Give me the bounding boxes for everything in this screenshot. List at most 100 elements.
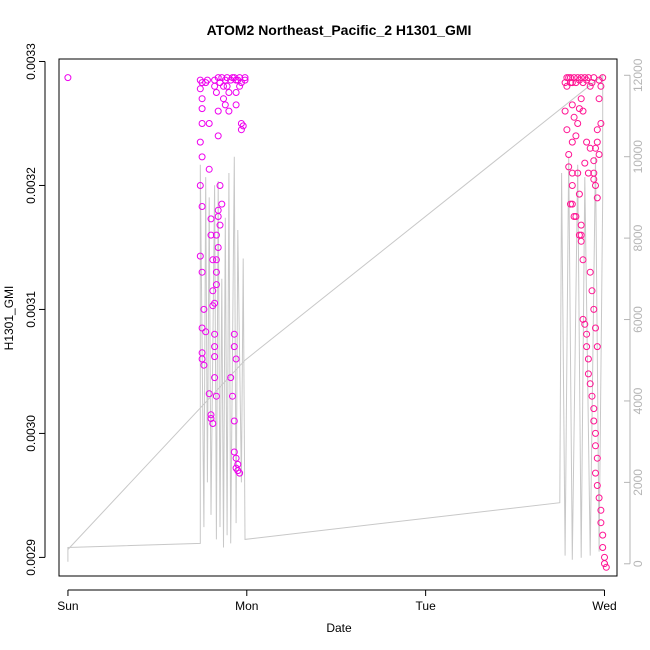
- data-point: [574, 169, 582, 177]
- data-point: [577, 237, 585, 245]
- data-point: [209, 256, 217, 264]
- data-point: [586, 380, 594, 388]
- data-point: [212, 281, 220, 289]
- data-point: [200, 305, 208, 313]
- x-tick-label: Mon: [235, 599, 258, 613]
- data-point: [570, 113, 578, 121]
- data-point: [211, 353, 219, 361]
- y-axis-left: 0.0029 0.0030 0.0031 0.0032 0.0033: [24, 43, 46, 576]
- data-point: [236, 469, 244, 477]
- data-point: [584, 355, 592, 363]
- data-point: [232, 89, 240, 96]
- data-point: [198, 105, 206, 113]
- data-point: [212, 392, 220, 400]
- data-point: [577, 221, 585, 229]
- data-point: [232, 355, 240, 363]
- data-point: [568, 138, 576, 146]
- data-point: [568, 101, 576, 109]
- data-point: [579, 315, 587, 323]
- data-point: [579, 256, 587, 264]
- data-point: [592, 442, 599, 450]
- data-point: [196, 182, 204, 189]
- data-point: [590, 175, 598, 183]
- data-point: [216, 221, 224, 229]
- data-point: [593, 138, 601, 146]
- data-point: [212, 231, 220, 239]
- data-point: [212, 268, 220, 276]
- data-point: [220, 95, 227, 103]
- data-point: [568, 169, 576, 177]
- data-point: [592, 144, 599, 152]
- data-point: [597, 120, 605, 127]
- data-point: [230, 343, 238, 351]
- data-point: [198, 120, 206, 127]
- data-point: [205, 390, 213, 398]
- data-point: [590, 405, 598, 413]
- data-point: [223, 82, 231, 90]
- y-left-tick-label: 0.0029: [24, 539, 38, 576]
- y-right-tick-label: 10000: [631, 140, 645, 174]
- data-point: [586, 144, 594, 152]
- data-point: [196, 138, 204, 146]
- data-point: [200, 361, 208, 369]
- data-point: [565, 163, 573, 171]
- data-point: [572, 213, 580, 220]
- data-point: [583, 138, 591, 146]
- points-series-group: [64, 74, 610, 571]
- data-point: [581, 159, 589, 167]
- data-point: [581, 320, 589, 328]
- data-point: [229, 392, 236, 400]
- data-point: [239, 122, 247, 130]
- data-point: [584, 74, 592, 82]
- data-point: [595, 95, 603, 103]
- data-point: [593, 482, 601, 489]
- y-axis-right: 0 2000 4000 6000 8000 10000 12000: [624, 58, 645, 567]
- plot-frame: [58, 58, 618, 577]
- data-point: [198, 355, 206, 363]
- data-point: [211, 343, 219, 351]
- data-point: [595, 151, 603, 158]
- data-point: [592, 429, 599, 437]
- data-point: [579, 107, 587, 115]
- data-point: [593, 126, 601, 134]
- data-point: [225, 89, 233, 96]
- data-point: [593, 343, 601, 351]
- data-point: [563, 126, 571, 134]
- data-point: [568, 200, 576, 208]
- data-point: [237, 126, 245, 134]
- data-point: [599, 74, 607, 82]
- data-point: [198, 324, 206, 332]
- y-left-tick-label: 0.0033: [24, 43, 38, 80]
- y-right-tick-label: 4000: [631, 387, 645, 414]
- data-point: [595, 494, 603, 502]
- data-point: [561, 107, 569, 115]
- data-point: [221, 101, 229, 109]
- data-point: [563, 82, 571, 90]
- data-point: [574, 120, 582, 127]
- data-point: [592, 469, 599, 477]
- data-point: [212, 89, 220, 96]
- data-point: [601, 560, 608, 568]
- data-point: [236, 82, 244, 90]
- data-point: [593, 454, 601, 462]
- data-point: [593, 194, 601, 202]
- data-point: [196, 252, 204, 260]
- data-point: [211, 330, 219, 338]
- x-tick-label: Wed: [592, 599, 616, 613]
- data-point: [230, 448, 238, 456]
- data-point: [207, 215, 215, 223]
- data-point: [198, 268, 206, 276]
- y-left-tick-label: 0.0030: [24, 415, 38, 452]
- data-point: [599, 544, 607, 551]
- data-point: [196, 85, 204, 93]
- data-point: [597, 519, 605, 527]
- data-point: [597, 82, 605, 90]
- altitude-series-group: [67, 74, 604, 562]
- y-left-tick-label: 0.0031: [24, 291, 38, 328]
- data-point: [583, 330, 591, 338]
- data-point: [198, 95, 206, 103]
- data-point: [584, 169, 592, 177]
- data-point: [209, 420, 217, 427]
- y-right-tick-label: 0: [631, 560, 645, 567]
